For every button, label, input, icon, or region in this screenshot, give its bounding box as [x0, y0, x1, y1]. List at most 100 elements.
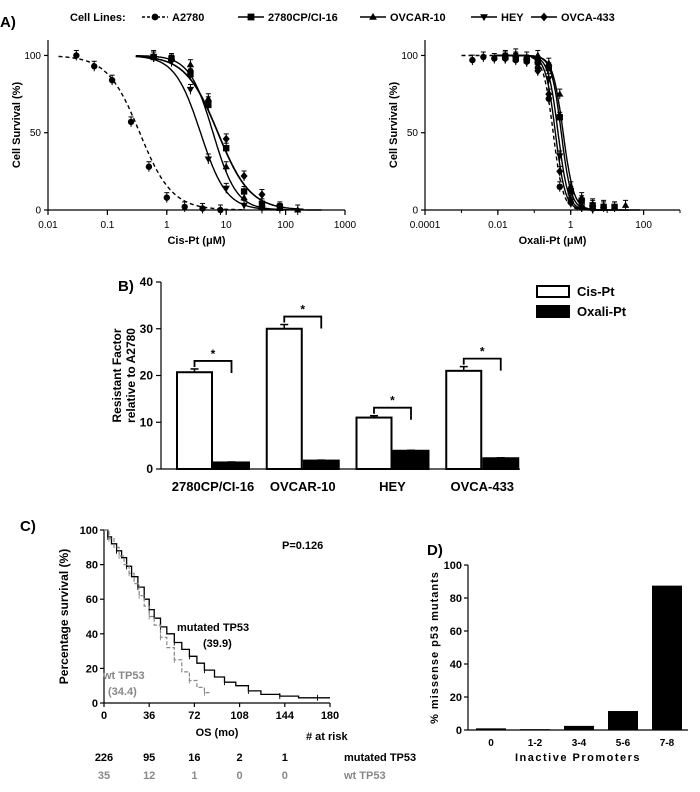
y-tick-label: 40 [86, 629, 98, 641]
legend-label: Oxali-Pt [577, 304, 627, 319]
significance-star: * [480, 345, 485, 359]
data-point [556, 183, 563, 191]
panel-label: A) [0, 14, 16, 31]
data-point [545, 59, 553, 66]
x-tick-label: 72 [188, 710, 200, 722]
significance-bracket [193, 360, 233, 373]
data-point [240, 193, 248, 201]
data-point [240, 202, 248, 210]
y-tick-label: 40 [450, 659, 462, 671]
data-point [469, 56, 476, 64]
cell-lines-legend: Cell Lines: A2780 2780CP/CI-16 OVCAR-10 HEY O… [70, 12, 615, 24]
y-axis-title-line: relative to A2780 [124, 328, 138, 423]
bar [265, 327, 303, 470]
data-point [145, 163, 153, 170]
y-axis-title: Cell Survival (%) [11, 82, 23, 169]
data-point [222, 162, 230, 170]
fit-curve [58, 55, 245, 211]
risk-row-label: mutated TP53 [344, 752, 416, 764]
x-tick-label: 1 [568, 220, 574, 231]
x-tick-label: OVCAR-10 [270, 479, 336, 494]
data-point [222, 185, 230, 193]
y-tick-label: 0 [412, 206, 418, 217]
y-tick-label: 50 [407, 128, 419, 139]
y-axis-title: Resistant Factorrelative to A2780 [110, 328, 138, 423]
fit-curve [461, 54, 608, 211]
median-label: mutated TP53 [177, 622, 249, 634]
legend-marker [540, 12, 548, 22]
x-tick-label: 0.01 [488, 220, 508, 231]
data-point [578, 193, 586, 201]
x-tick-label: HEY [379, 479, 406, 494]
data-point [556, 114, 563, 121]
bar [355, 416, 393, 471]
data-point [91, 63, 98, 70]
x-tick-label: 100 [277, 220, 294, 231]
data-point [480, 53, 487, 61]
x-tick-label: 1 [164, 220, 170, 231]
significance-bracket [283, 315, 323, 329]
median-value: (34.4) [108, 686, 137, 698]
x-tick-label: OVCA-433 [450, 479, 514, 494]
x-tick-label: 144 [276, 710, 295, 722]
median-label: wt TP53 [102, 670, 145, 682]
data-point [512, 52, 520, 62]
data-point [181, 203, 188, 211]
y-tick-label: 0 [146, 462, 153, 476]
data-point [501, 54, 509, 63]
x-tick-label: 108 [230, 710, 248, 722]
data-point [294, 206, 302, 213]
legend-title: Cell Lines: [70, 12, 126, 24]
legend-marker [247, 13, 255, 21]
legend-entry-label: 2780CP/CI-16 [268, 12, 338, 24]
data-point [199, 205, 206, 212]
data-point [186, 66, 194, 76]
y-tick-label: 0 [92, 698, 98, 710]
significance-bracket [462, 357, 502, 371]
x-tick-label: 0 [101, 710, 107, 722]
y-axis-title: % missense p53 mutants [429, 571, 441, 724]
y-tick-label: 100 [80, 525, 98, 537]
y-tick-label: 0 [456, 725, 462, 737]
risk-count: 35 [98, 770, 110, 782]
data-point [222, 134, 230, 144]
risk-count: 0 [237, 770, 243, 782]
y-tick-label: 30 [140, 322, 154, 336]
legend-entry-label: HEY [501, 12, 524, 24]
bar [176, 371, 213, 471]
panel-b-resistance-chart: 0 10 20 30 40 * 2780CP/CI-16 * OVCAR-10 * HEY * OVCA… [110, 275, 627, 494]
y-tick-label: 60 [86, 594, 98, 606]
significance-star: * [211, 347, 216, 361]
risk-count: 16 [188, 752, 200, 764]
data-point [578, 202, 586, 212]
legend-swatch [536, 305, 570, 318]
data-point [556, 90, 564, 97]
data-point [523, 55, 531, 65]
fit-curve [494, 54, 608, 211]
x-tick-label: 1000 [334, 220, 357, 231]
y-tick-label: 60 [450, 626, 462, 638]
x-tick-label: 1-2 [528, 738, 543, 749]
risk-row-label: wt TP53 [343, 770, 386, 782]
y-tick-label: 50 [30, 128, 42, 139]
y-tick-label: 80 [86, 560, 98, 572]
y-tick-label: 20 [86, 663, 98, 675]
significance-star: * [390, 394, 395, 408]
data-point [217, 206, 224, 214]
data-point [567, 198, 575, 207]
x-tick-label: 0 [488, 738, 494, 749]
panel-label: D) [427, 542, 443, 559]
data-point [150, 52, 158, 62]
x-axis-title: Oxali-Pt (μM) [519, 235, 587, 247]
y-tick-label: 40 [140, 275, 154, 289]
data-point [108, 76, 116, 84]
y-tick-label: 100 [24, 51, 41, 62]
x-tick-label: 36 [143, 710, 155, 722]
fit-curve [135, 55, 304, 210]
bar [302, 459, 340, 470]
x-tick-label: 3-4 [572, 738, 587, 749]
legend-marker [151, 13, 159, 21]
panel-d-missense-chart: 0 20 40 60 80 100 0 1-2 3-4 5-6 7-8 Inactive Promot… [429, 560, 688, 764]
data-point [167, 55, 176, 65]
